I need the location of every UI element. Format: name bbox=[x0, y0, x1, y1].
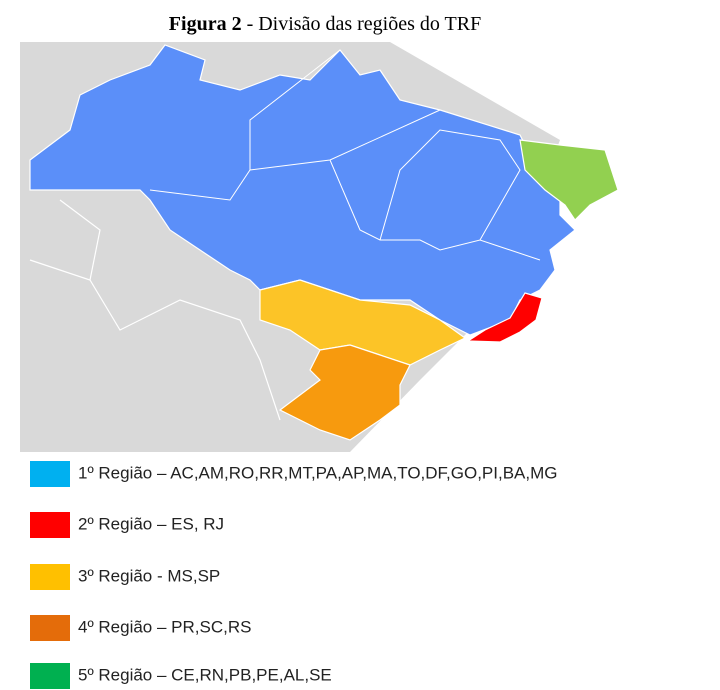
border-lines bbox=[59, 199, 101, 281]
state-lines bbox=[379, 129, 521, 241]
state-lines bbox=[249, 49, 341, 170]
legend-swatch bbox=[30, 512, 70, 538]
legend-label: 1º Região – AC,AM,RO,RR,MT,PA,AP,MA,TO,D… bbox=[78, 463, 558, 482]
legend-swatch bbox=[30, 615, 70, 641]
legend-swatch bbox=[30, 564, 70, 590]
region-5 bbox=[519, 139, 619, 221]
legend-label: 4º Região – PR,SC,RS bbox=[78, 617, 251, 636]
legend-label: 5º Região – CE,RN,PB,PE,AL,SE bbox=[78, 665, 332, 684]
caption-text: - Divisão das regiões do TRF bbox=[247, 13, 482, 35]
legend-label: 3º Região - MS,SP bbox=[78, 566, 220, 585]
legend-swatch bbox=[30, 461, 70, 487]
caption-label: Figura 2 bbox=[169, 13, 242, 35]
legend-label: 2º Região – ES, RJ bbox=[78, 514, 224, 533]
region-2 bbox=[466, 292, 543, 343]
region-4 bbox=[278, 344, 411, 441]
region-3 bbox=[259, 279, 467, 366]
legend: 1º Região – AC,AM,RO,RR,MT,PA,AP,MA,TO,D… bbox=[30, 461, 558, 689]
legend-swatch bbox=[30, 663, 70, 689]
region-1 bbox=[29, 44, 576, 336]
map bbox=[20, 42, 619, 452]
caption: Figura 2 - Divisão das regiões do TRF bbox=[169, 13, 481, 35]
